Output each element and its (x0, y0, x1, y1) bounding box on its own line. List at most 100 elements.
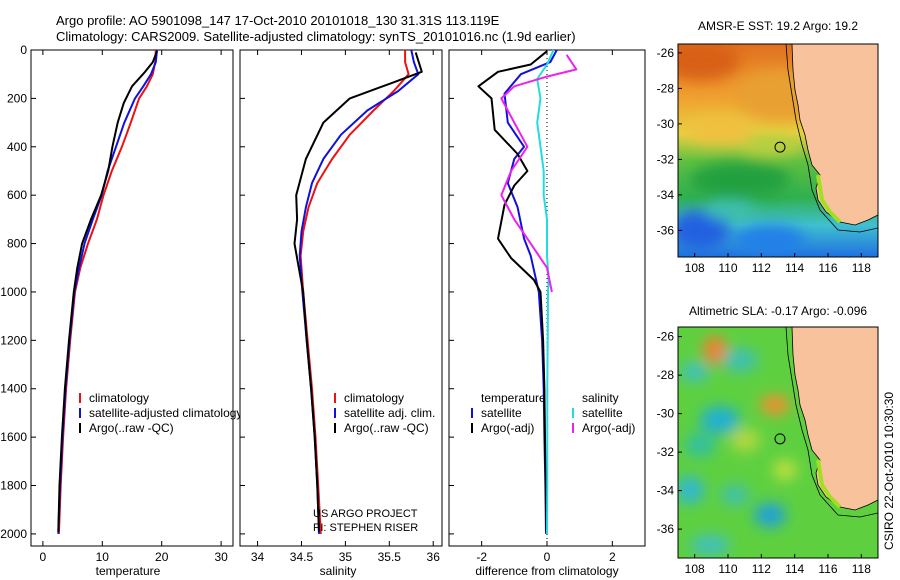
x-tick-label: 0 (544, 550, 551, 564)
map-y-tick-label: -36 (657, 522, 675, 536)
y-tick-label: 1800 (0, 479, 27, 493)
sst-map-frame (677, 43, 879, 258)
x-tick-label: 34 (251, 550, 265, 564)
sla-map-frame (677, 326, 879, 559)
sla-map-x-ticks: 108 110 112 114 116 118 (685, 554, 871, 576)
x-tick-label: 0 (40, 550, 47, 564)
sst-map-panel: AMSR-E SST: 19.2 Argo: 19.2 108 110 112 114… (657, 19, 879, 275)
map-x-tick-label: 108 (685, 261, 705, 275)
figure-title-line1: Argo profile: AO 5901098_147 17-Oct-2010… (56, 13, 500, 28)
map-x-tick-label: 112 (752, 261, 771, 275)
map-y-tick-label: -28 (657, 81, 675, 95)
credit-line: US ARGO PROJECT (313, 508, 418, 520)
difference-x-ticks: -2 0 2 (449, 49, 616, 564)
series-line-argo-raw-qc- (293, 52, 423, 532)
map-x-tick-label: 110 (718, 261, 737, 275)
y-tick-label: 1600 (0, 430, 27, 444)
x-tick-label: 34.5 (290, 550, 314, 564)
temperature-xlabel: temperature (96, 564, 161, 578)
temperature-x-ticks: 0 10 20 30 (40, 50, 228, 564)
map-y-tick-label: -32 (657, 152, 675, 166)
temperature-plot-frame (30, 49, 234, 547)
legend-label: Argo(..raw -QC) (344, 421, 429, 435)
map-x-tick-label: 114 (785, 261, 804, 275)
sla-map-panel: Altimetric SLA: -0.17 Argo: -0.096 (657, 304, 879, 576)
salinity-panel: 34 34.5 35 35.5 36 salinity climatologysatel… (239, 49, 443, 578)
series-line-temperature-argo-adj- (477, 50, 548, 532)
map-x-tick-label: 114 (785, 562, 804, 576)
x-tick-label: 30 (214, 550, 228, 564)
legend-label: Argo(-adj) (582, 421, 635, 435)
legend-label: satellite (582, 406, 623, 420)
y-tick-label: 1000 (0, 285, 27, 299)
y-tick-label: 400 (7, 140, 27, 154)
legend-label: climatology (89, 391, 149, 405)
map-y-tick-label: -30 (657, 407, 675, 421)
y-tick-label: 800 (7, 237, 27, 251)
map-y-tick-label: -34 (657, 188, 675, 202)
sla-map-y-ticks: -26 -28 -30 -32 -34 -36 (657, 330, 682, 536)
x-tick-label: 36 (427, 550, 441, 564)
legend-label: satellite (481, 406, 522, 420)
salinity-x-ticks: 34 34.5 35 35.5 36 (240, 49, 441, 564)
map-y-tick-label: -28 (657, 368, 675, 382)
salinity-plot-frame (239, 49, 443, 547)
sla-map-image (678, 327, 878, 558)
x-tick-label: -2 (476, 550, 487, 564)
sst-map-title: AMSR-E SST: 19.2 Argo: 19.2 (698, 19, 858, 33)
legend-label: satellite adj. clim. (344, 406, 435, 420)
y-tick-label: 200 (7, 91, 27, 105)
series-line-salinity-argo-adj- (500, 54, 578, 293)
legend-label: temperature (481, 391, 546, 405)
y-tick-label: 600 (7, 188, 27, 202)
x-tick-label: 35 (339, 550, 353, 564)
difference-panel: -2 0 2 difference from climatology tempera… (448, 49, 646, 578)
legend-label: salinity (582, 391, 619, 405)
legend-label: satellite-adjusted climatology (89, 406, 242, 420)
sst-map-y-ticks: -26 -28 -30 -32 -34 -36 (657, 46, 682, 237)
map-y-tick-label: -32 (657, 445, 675, 459)
map-x-tick-label: 118 (852, 562, 871, 576)
map-x-tick-label: 108 (685, 562, 705, 576)
y-tick-label: 1400 (0, 382, 27, 396)
map-y-tick-label: -30 (657, 117, 675, 131)
series-line-argo-raw-qc- (57, 50, 158, 532)
map-x-tick-label: 112 (752, 562, 771, 576)
float-location-marker (774, 141, 786, 153)
temperature-lines (57, 49, 158, 534)
difference-xlabel: difference from climatology (475, 564, 618, 578)
legend-label: Argo(..raw -QC) (89, 421, 174, 435)
x-tick-label: 35.5 (378, 550, 402, 564)
map-x-tick-label: 116 (818, 562, 837, 576)
y-tick-label: 2000 (0, 527, 27, 541)
x-tick-label: 10 (96, 550, 110, 564)
map-y-tick-label: -26 (657, 46, 675, 60)
map-x-tick-label: 118 (852, 261, 871, 275)
series-line-salinity-satellite (536, 49, 555, 534)
legend-label: climatology (344, 391, 404, 405)
salinity-xlabel: salinity (320, 564, 357, 578)
credit-text: US ARGO PROJECT PI: STEPHEN RISER (313, 508, 418, 534)
difference-lines (477, 49, 578, 534)
map-x-tick-label: 110 (718, 562, 737, 576)
y-tick-label: 0 (20, 43, 27, 57)
credit-line: PI: STEPHEN RISER (313, 522, 418, 534)
depth-y-ticks: 0 200 400 600 800 1000 1200 1400 1600 1800 2000 (0, 43, 36, 541)
difference-legend: temperaturesatelliteArgo(-adj)salinitysa… (471, 391, 635, 435)
map-y-tick-label: -36 (657, 223, 675, 237)
map-x-tick-label: 116 (818, 261, 837, 275)
timestamp-stamp: CSIRO 22-Oct-2010 10:30:30 (882, 392, 896, 550)
figure-title-line2: Climatology: CARS2009. Satellite-adjuste… (56, 29, 576, 44)
sla-map-title: Altimetric SLA: -0.17 Argo: -0.096 (689, 304, 867, 318)
x-tick-label: 2 (609, 550, 616, 564)
temperature-panel: 0 10 20 30 0 200 400 600 800 1000 1200 1400 1600 180… (0, 43, 242, 578)
legend-label: Argo(-adj) (481, 421, 534, 435)
sst-map-x-ticks: 108 110 112 114 116 118 (685, 253, 871, 275)
salinity-lines (293, 49, 423, 534)
y-tick-label: 1200 (0, 333, 27, 347)
x-tick-label: 20 (155, 550, 169, 564)
sst-map-image (678, 44, 878, 257)
